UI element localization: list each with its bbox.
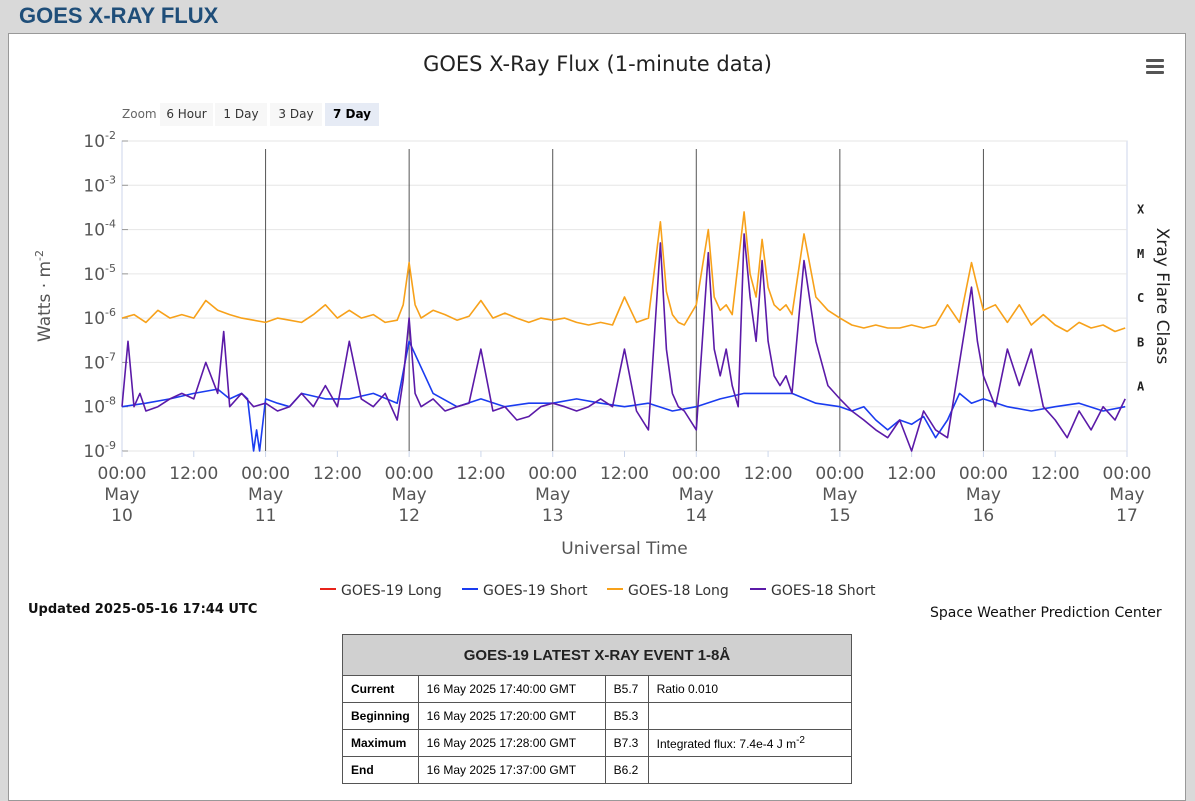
integrated-flux-text: Integrated flux: 7.4e-4 J m — [656, 737, 797, 751]
zoom-label: Zoom — [122, 107, 157, 121]
x-tick-label: 12:00 — [887, 464, 936, 484]
y-tick-label: 10-7 — [83, 350, 116, 373]
row-extra — [647, 702, 853, 730]
event-table-title: GOES-19 LATEST X-RAY EVENT 1-8Å — [342, 634, 852, 676]
zoom-1-day-button[interactable]: 1 Day — [215, 103, 267, 126]
row-extra: Ratio 0.010 — [647, 675, 853, 703]
row-extra-integrated-flux: Integrated flux: 7.4e-4 J m-2 — [647, 729, 853, 757]
x-tick-label: 00:00 May 14 — [672, 464, 721, 526]
legend-swatch — [750, 588, 766, 590]
row-class: B6.2 — [604, 756, 649, 784]
legend-label: GOES-19 Long — [341, 583, 442, 599]
row-class: B5.7 — [604, 675, 649, 703]
y-axis-title: Watts · m-2 — [33, 250, 55, 342]
row-label: End — [342, 756, 419, 784]
legend-label: GOES-18 Short — [771, 583, 876, 599]
row-time: 16 May 2025 17:28:00 GMT — [417, 729, 606, 757]
plot-area — [121, 140, 1128, 452]
x-tick-label: 12:00 — [313, 464, 362, 484]
row-time: 16 May 2025 17:40:00 GMT — [417, 675, 606, 703]
zoom-3-day-button[interactable]: 3 Day — [270, 103, 322, 126]
x-tick-label: 12:00 — [600, 464, 649, 484]
legend-label: GOES-18 Long — [628, 583, 729, 599]
series-line-2 — [121, 211, 1126, 333]
credit-text: Space Weather Prediction Center — [930, 605, 1162, 621]
y-tick-label: 10-8 — [83, 395, 116, 418]
flare-class-label: C — [1137, 291, 1144, 305]
flare-class-label: M — [1137, 247, 1144, 261]
x-tick-label: 00:00 May 15 — [815, 464, 864, 526]
x-tick-label: 00:00 May 17 — [1103, 464, 1152, 526]
x-tick-label: 12:00 — [744, 464, 793, 484]
y-tick-label: 10-4 — [83, 218, 116, 241]
legend-swatch — [320, 588, 336, 590]
row-label: Maximum — [342, 729, 419, 757]
row-time: 16 May 2025 17:37:00 GMT — [417, 756, 606, 784]
flare-class-label: X — [1137, 203, 1145, 217]
legend-swatch — [607, 588, 623, 590]
x-tick-label: 12:00 — [1031, 464, 1080, 484]
y-tick-label: 10-3 — [83, 173, 116, 196]
y-tick-label: 10-9 — [83, 439, 116, 462]
row-label: Beginning — [342, 702, 419, 730]
legend-item-goes19-short[interactable]: GOES-19 Short — [462, 583, 588, 599]
x-tick-label: 00:00 May 10 — [98, 464, 147, 526]
row-time: 16 May 2025 17:20:00 GMT — [417, 702, 606, 730]
x-axis-title: Universal Time — [561, 539, 687, 559]
x-tick-label: 00:00 May 11 — [241, 464, 290, 526]
row-extra — [647, 756, 853, 784]
table-row: Maximum 16 May 2025 17:28:00 GMT B7.3 In… — [342, 729, 853, 757]
x-tick-label: 00:00 May 16 — [959, 464, 1008, 526]
y-tick-label: 10-6 — [83, 306, 116, 329]
flare-class-label: B — [1137, 335, 1144, 349]
table-row: End 16 May 2025 17:37:00 GMT B6.2 — [342, 756, 853, 784]
x-tick-label: 00:00 May 13 — [528, 464, 577, 526]
x-tick-label: 12:00 — [456, 464, 505, 484]
header-bar — [0, 0, 1195, 33]
page-heading: GOES X-RAY FLUX — [19, 3, 219, 28]
menu-icon[interactable] — [1146, 59, 1164, 75]
zoom-6-hour-button[interactable]: 6 Hour — [160, 103, 213, 126]
legend-swatch — [462, 588, 478, 590]
legend-label: GOES-19 Short — [483, 583, 588, 599]
series-line-3 — [121, 233, 1126, 452]
row-class: B7.3 — [604, 729, 649, 757]
x-tick-label: 12:00 — [169, 464, 218, 484]
zoom-7-day-button[interactable]: 7 Day — [325, 103, 379, 126]
legend-item-goes19-long[interactable]: GOES-19 Long — [320, 583, 442, 599]
y-tick-label: 10-5 — [83, 262, 116, 285]
flare-class-label: A — [1137, 380, 1145, 394]
xray-event-table: GOES-19 LATEST X-RAY EVENT 1-8Å Current … — [342, 634, 853, 784]
integrated-flux-exponent: -2 — [796, 735, 805, 746]
y-tick-label: 10-2 — [83, 129, 116, 152]
y2-axis-title: Xray Flare Class — [1152, 228, 1172, 365]
updated-timestamp: Updated 2025-05-16 17:44 UTC — [28, 602, 258, 617]
legend-item-goes18-long[interactable]: GOES-18 Long — [607, 583, 729, 599]
row-label: Current — [342, 675, 419, 703]
chart-title: GOES X-Ray Flux (1-minute data) — [423, 52, 772, 76]
x-tick-label: 00:00 May 12 — [385, 464, 434, 526]
table-row: Beginning 16 May 2025 17:20:00 GMT B5.3 — [342, 702, 853, 730]
table-row: Current 16 May 2025 17:40:00 GMT B5.7 Ra… — [342, 675, 853, 703]
legend-item-goes18-short[interactable]: GOES-18 Short — [750, 583, 876, 599]
row-class: B5.3 — [604, 702, 649, 730]
